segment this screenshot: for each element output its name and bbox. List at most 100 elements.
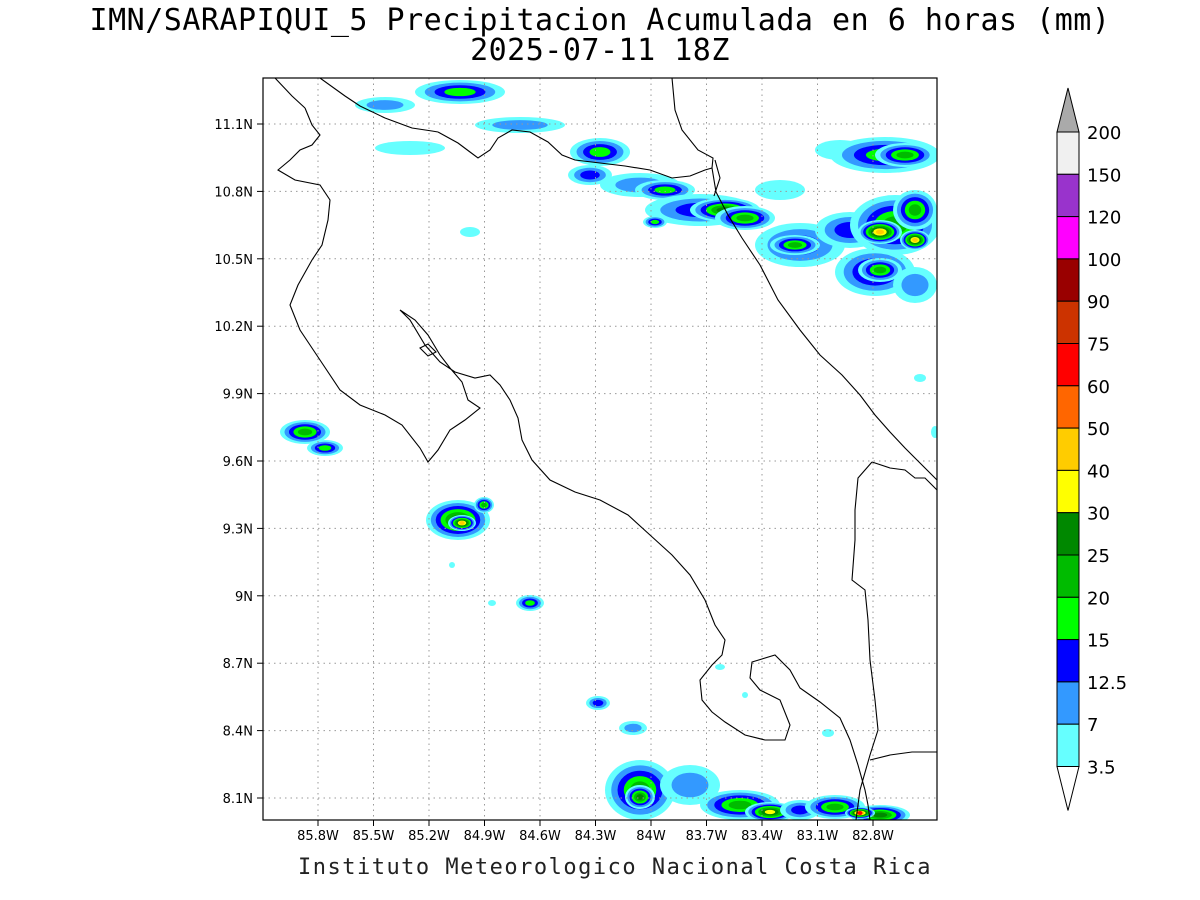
- precip-contour-p7: [901, 273, 929, 297]
- legend: 200 150 120 100 90 75 60 50 40 30 25 20 15 12.5 7 3.5: [1056, 87, 1127, 811]
- legend-label: 30: [1087, 504, 1110, 525]
- lake-shore: [319, 78, 439, 133]
- lon-tick-label: 83.1W: [797, 829, 839, 844]
- latitude-axis: 11.1N 10.8N 10.5N 10.2N 9.9N 9.6N 9.3N 9N 8.7N 8.…: [214, 118, 263, 807]
- precip-contour-p15: [318, 445, 332, 451]
- lon-tick-label: 82.8W: [852, 829, 894, 844]
- legend-swatch: [1056, 723, 1080, 768]
- map-date: 2025-07-11 18Z: [470, 33, 730, 68]
- precip-contour-p20: [787, 242, 803, 248]
- lat-tick-label: 10.2N: [214, 320, 253, 335]
- legend-label: 75: [1087, 335, 1110, 356]
- lon-tick-label: 85.5W: [353, 829, 395, 844]
- gridlines: [263, 78, 937, 820]
- chiriqui-coast: [867, 804, 871, 820]
- precip-contour-p3: [449, 562, 455, 568]
- lon-tick-label: 84.3W: [575, 829, 617, 844]
- precip-contour-p30: [764, 809, 776, 815]
- legend-label: 60: [1087, 377, 1110, 398]
- precip-contour-p3: [460, 227, 480, 237]
- legend-label: 12.5: [1087, 673, 1127, 694]
- legend-swatch: [1056, 512, 1080, 556]
- legend-label: 120: [1087, 208, 1121, 229]
- precip-contour-p20: [481, 502, 487, 508]
- precip-contour-p3: [931, 426, 937, 438]
- north-border: [437, 129, 713, 179]
- precip-contour-p12: [580, 170, 600, 180]
- precip-contour-p15: [650, 219, 660, 225]
- precip-contour-p40: [459, 521, 465, 525]
- lon-tick-label: 83.7W: [686, 829, 728, 844]
- legend-label: 150: [1087, 165, 1121, 186]
- map-frame: [262, 77, 938, 821]
- precip-contour-p25: [872, 812, 888, 818]
- credit-text: Instituto Meteorologico Nacional Costa R…: [297, 855, 933, 880]
- precip-contour-p20: [873, 266, 887, 274]
- precip-contour-p12: [791, 805, 809, 815]
- lat-tick-label: 11.1N: [214, 118, 253, 133]
- precip-contour-p3: [715, 664, 725, 670]
- precip-contour-p25: [636, 794, 644, 800]
- legend-label: 7: [1087, 715, 1098, 736]
- precip-contour-p7: [671, 772, 709, 798]
- lat-tick-label: 8.1N: [223, 792, 253, 807]
- precip-contour-p20: [736, 214, 754, 222]
- legend-bottom-arrow: [1056, 766, 1080, 811]
- chira-island: [419, 343, 437, 357]
- legend-label: 50: [1087, 419, 1110, 440]
- legend-swatch: [1056, 427, 1080, 471]
- legend-swatch: [1056, 385, 1080, 429]
- legend-swatch: [1056, 300, 1080, 345]
- precip-contour-p60: [857, 811, 863, 815]
- san-juan-delta: [713, 159, 721, 197]
- lat-tick-label: 10.5N: [214, 253, 253, 268]
- lon-tick-label: 84W: [636, 829, 666, 844]
- legend-swatch: [1056, 554, 1080, 598]
- precip-contour-p20: [896, 151, 914, 159]
- lon-tick-label: 85.2W: [408, 829, 450, 844]
- legend-label: 40: [1087, 461, 1110, 482]
- lon-tick-label: 84.9W: [464, 829, 506, 844]
- legend-swatch: [1056, 131, 1080, 175]
- legend-swatch: [1056, 639, 1080, 683]
- precip-contour-p40: [912, 238, 918, 242]
- precip-contour-p3: [914, 374, 926, 382]
- precip-contour-p12: [592, 699, 604, 707]
- precip-contour-p3: [742, 692, 748, 698]
- map-area: [263, 78, 937, 820]
- coastlines: [274, 78, 937, 820]
- lat-tick-label: 9N: [235, 590, 253, 605]
- legend-swatch: [1056, 258, 1080, 302]
- legend-swatch: [1056, 343, 1080, 387]
- precipitation-fields: [280, 80, 937, 820]
- precip-contour-p20: [908, 204, 922, 216]
- panama-border-south: [851, 461, 879, 820]
- precip-contour-p15: [444, 87, 476, 97]
- precip-contour-p20: [826, 803, 844, 811]
- lat-tick-label: 10.8N: [214, 185, 253, 200]
- lat-tick-label: 8.7N: [223, 657, 253, 672]
- lon-tick-label: 85.8W: [297, 829, 339, 844]
- legend-label: 20: [1087, 588, 1110, 609]
- legend-swatch: [1056, 469, 1080, 514]
- precip-contour-p7: [366, 100, 404, 110]
- legend-swatch: [1056, 596, 1080, 641]
- lon-tick-label: 83.4W: [741, 829, 783, 844]
- precip-contour-p3: [375, 141, 445, 155]
- precip-contour-p15: [589, 147, 611, 157]
- lon-tick-label: 84.6W: [519, 829, 561, 844]
- legend-label: 25: [1087, 546, 1110, 567]
- precip-contour-p20: [297, 428, 313, 436]
- legend-label: 3.5: [1087, 758, 1116, 779]
- legend-label: 100: [1087, 250, 1121, 271]
- legend-swatch: [1056, 173, 1080, 218]
- legend-label: 90: [1087, 292, 1110, 313]
- caribbean-coast: [671, 78, 937, 481]
- pacific-coast: [277, 107, 869, 806]
- nicaragua-coast: [274, 78, 306, 109]
- legend-top-arrow: [1056, 87, 1080, 133]
- precip-contour-p3: [488, 600, 496, 606]
- precip-contour-p7: [492, 120, 548, 130]
- precip-contour-p40: [875, 229, 885, 235]
